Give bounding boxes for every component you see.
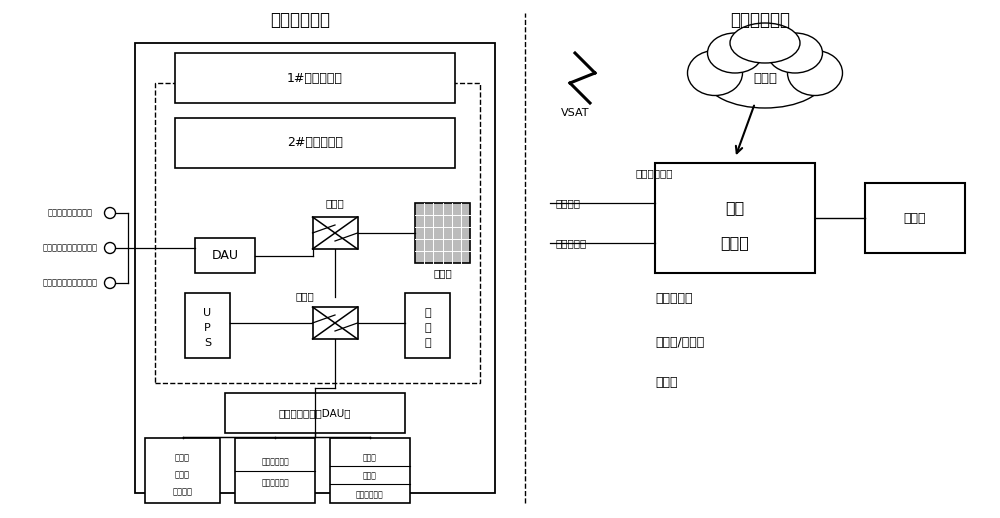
Ellipse shape — [705, 48, 825, 108]
Text: 站: 站 — [424, 338, 431, 348]
Bar — [135, 43, 495, 493]
Text: 数据采集单元: 数据采集单元 — [635, 168, 672, 178]
Text: 机舱设备: 机舱设备 — [173, 487, 192, 496]
Text: 船载航程数据记录仪: 船载航程数据记录仪 — [48, 209, 92, 218]
Text: 机房: 机房 — [725, 200, 745, 215]
Bar — [175, 118, 455, 168]
Text: 开关量: 开关量 — [175, 453, 190, 463]
Text: 扭矩仪: 扭矩仪 — [363, 471, 377, 481]
Text: 运营数据: 运营数据 — [555, 198, 580, 208]
Bar — [655, 163, 815, 273]
Ellipse shape — [688, 50, 742, 95]
Bar — [312, 307, 358, 339]
Text: 岸端数据中心: 岸端数据中心 — [730, 11, 790, 29]
Text: DAU: DAU — [212, 249, 239, 262]
Text: 电子海图信息与显示系统: 电子海图信息与显示系统 — [42, 243, 98, 252]
Bar — [185, 293, 230, 358]
Text: 工: 工 — [424, 308, 431, 318]
Text: VSAT: VSAT — [561, 108, 589, 118]
Text: 液位测量系统: 液位测量系统 — [356, 491, 384, 499]
Text: U: U — [203, 308, 212, 318]
Text: 进出港控制: 进出港控制 — [555, 238, 586, 248]
Text: 公有云/混合云: 公有云/混合云 — [655, 337, 704, 350]
Text: 报警量: 报警量 — [175, 470, 190, 480]
Ellipse shape — [768, 33, 822, 73]
Text: 交换机: 交换机 — [326, 198, 344, 208]
Text: P: P — [204, 323, 211, 333]
Bar — [155, 83, 480, 383]
Bar — [405, 293, 450, 358]
Bar — [235, 438, 315, 503]
Text: 交换机: 交换机 — [296, 291, 314, 301]
Text: 2#数据服务器: 2#数据服务器 — [287, 137, 343, 150]
Text: 1#数据服务器: 1#数据服务器 — [287, 71, 343, 84]
Text: 自建服务器: 自建服务器 — [655, 292, 692, 305]
Ellipse shape — [730, 23, 800, 63]
Text: 流量计: 流量计 — [363, 453, 377, 463]
Bar — [145, 438, 220, 503]
Text: 货舱监控设备: 货舱监控设备 — [261, 479, 289, 487]
Ellipse shape — [788, 50, 842, 95]
Text: 因特网: 因特网 — [753, 71, 777, 84]
Bar — [330, 438, 410, 503]
Text: 作: 作 — [424, 323, 431, 333]
Bar — [415, 203, 470, 263]
Bar — [175, 53, 455, 103]
Text: S: S — [204, 338, 211, 348]
Text: 服务器: 服务器 — [721, 236, 749, 251]
Text: 防火墙: 防火墙 — [433, 268, 452, 278]
Ellipse shape — [708, 33, 763, 73]
Bar — [225, 393, 405, 433]
Text: 显示屏: 显示屏 — [904, 211, 926, 224]
Text: 船体监测设备: 船体监测设备 — [261, 457, 289, 467]
Bar — [865, 183, 965, 253]
Text: 私有云: 私有云 — [655, 377, 678, 390]
Text: 数据采集单元（DAU）: 数据采集单元（DAU） — [279, 408, 351, 418]
Text: 船端数据中心: 船端数据中心 — [270, 11, 330, 29]
Bar — [195, 238, 255, 273]
Text: 全球海上遇险与安全系统: 全球海上遇险与安全系统 — [42, 279, 98, 287]
Bar — [312, 217, 358, 249]
